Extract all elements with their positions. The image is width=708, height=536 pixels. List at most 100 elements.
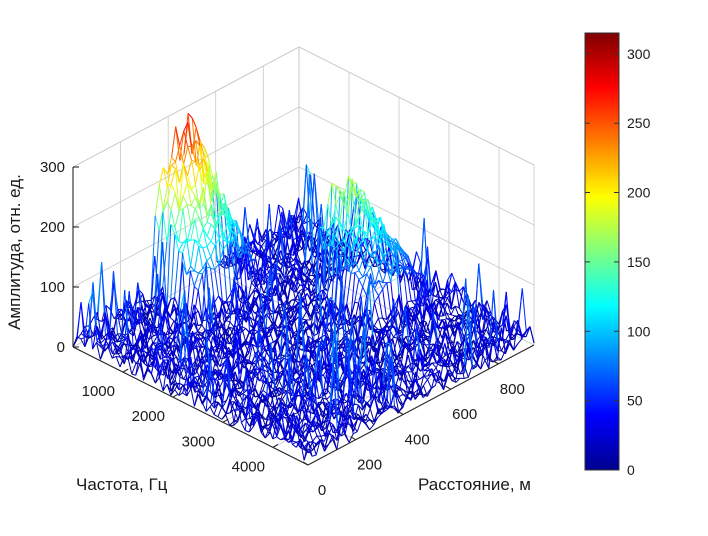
surface-segment [215, 296, 219, 302]
surface-segment [179, 209, 183, 242]
gridline [73, 47, 299, 167]
surface-segment [198, 274, 202, 290]
surface-segment [281, 231, 285, 232]
surface-segment [355, 273, 359, 280]
surface-segment [171, 162, 175, 165]
surface-segment [191, 240, 195, 241]
surface-segment [355, 302, 359, 303]
surface-segment [367, 267, 371, 274]
surface-segment [227, 294, 231, 301]
surface-segment [203, 248, 207, 261]
surface-segment [522, 288, 526, 330]
surface-segment [155, 185, 159, 215]
surface-segment [144, 367, 148, 380]
surface-segment [98, 262, 102, 312]
surface-segment [195, 271, 199, 273]
surface-segment [191, 266, 195, 271]
surface-segment [77, 302, 81, 337]
surface-segment [183, 205, 187, 209]
surface-segment [195, 220, 199, 243]
surface-segment [383, 289, 387, 319]
surface-segment [461, 349, 465, 350]
surface-segment [451, 315, 455, 316]
surface-segment [359, 271, 363, 277]
surface-segment [195, 209, 199, 218]
surface-segment [211, 228, 215, 241]
surface-segment [199, 229, 203, 243]
surface-segment [187, 239, 191, 266]
surface-segment [195, 246, 199, 271]
surface-segment [171, 169, 175, 184]
surface-segment [116, 356, 120, 367]
surface-segment [188, 160, 192, 175]
surface-segment [171, 193, 175, 210]
surface-segment [132, 363, 136, 374]
surface-segment [207, 241, 211, 246]
surface-segment [117, 341, 121, 342]
surface-segment [194, 287, 198, 291]
surface-segment [359, 277, 363, 279]
gridline [299, 47, 534, 165]
surface-segment [172, 157, 176, 162]
surface-segment [374, 318, 378, 326]
surface-segment [191, 184, 195, 190]
gridline [73, 107, 299, 227]
surface-segment [250, 224, 254, 238]
surface-segment [188, 123, 192, 147]
surface-segment [411, 301, 415, 305]
surface-segment [159, 185, 163, 208]
surface-segment [101, 339, 105, 343]
surface-segment [207, 222, 211, 224]
surface-segment [159, 168, 163, 186]
surface-segment [192, 160, 196, 184]
surface-segment [171, 165, 175, 169]
surface-segment [412, 252, 416, 270]
surface-segment [215, 270, 219, 297]
surface-segment [191, 197, 195, 206]
surface-segment [194, 273, 198, 286]
surface-segment [183, 183, 187, 196]
surface-segment [128, 356, 132, 357]
surface-segment [191, 206, 195, 209]
surface-segment [207, 257, 211, 261]
surface-segment [479, 264, 483, 305]
surface-segment [132, 374, 136, 375]
surface-segment [109, 271, 113, 331]
surface-segment [207, 246, 211, 256]
surface-segment [375, 289, 379, 296]
surface-segment [530, 327, 534, 344]
surface-segment [347, 274, 351, 304]
surface-segment [179, 251, 183, 253]
surface-segment [155, 216, 159, 230]
surface-segment [220, 194, 224, 195]
surface-segment [518, 339, 522, 344]
surface-segment [417, 252, 421, 263]
surface-segment [199, 273, 203, 274]
surface-segment [230, 322, 234, 327]
surface-segment [359, 259, 363, 271]
surface-segment [355, 271, 359, 273]
surface-segment [271, 313, 275, 315]
surface-segment [367, 266, 371, 267]
surface-segment [379, 289, 383, 296]
surface-segment [359, 279, 363, 287]
surface-segment [428, 247, 432, 307]
surface-segment [443, 319, 447, 321]
surface-segment [207, 224, 211, 236]
surface-segment [191, 240, 195, 266]
surface-segment [374, 296, 378, 303]
surface-segment [459, 287, 463, 308]
surface-segment [163, 212, 167, 242]
surface-segment [226, 321, 230, 322]
surface-segment [374, 303, 378, 319]
surface-segment [179, 242, 183, 243]
surface-segment [407, 301, 411, 302]
surface-segment [207, 236, 211, 242]
surface-segment [167, 202, 171, 210]
surface-segment [211, 257, 215, 270]
surface-segment [405, 346, 409, 347]
surface-segment [203, 222, 207, 228]
surface-segment [183, 196, 187, 204]
surface-segment [317, 341, 321, 342]
